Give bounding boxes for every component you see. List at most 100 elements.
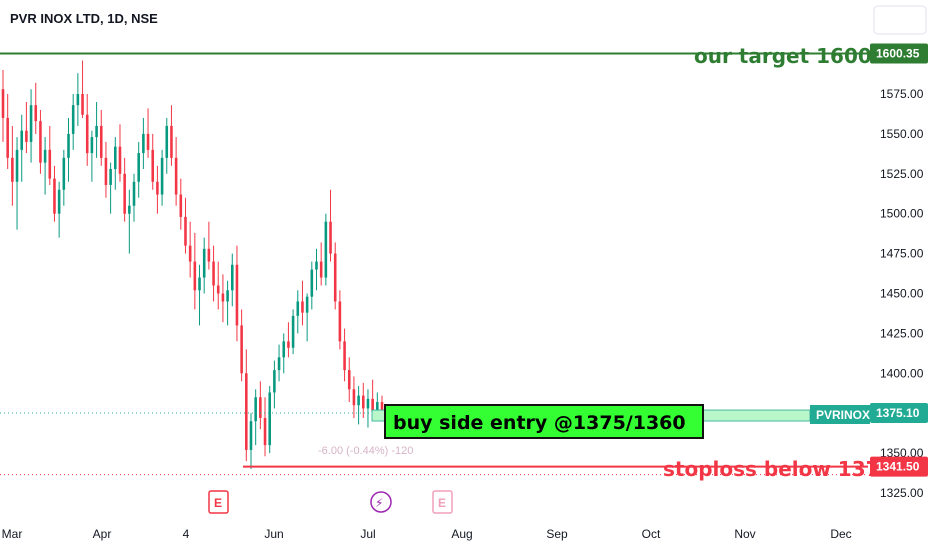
candle-body — [296, 301, 300, 316]
event-marker-dividend[interactable]: ⚡ — [370, 491, 392, 513]
candle-body — [338, 301, 342, 342]
candle-body — [216, 285, 220, 294]
candle-body — [142, 133, 145, 154]
price-tick-label: 1525.00 — [880, 167, 924, 181]
event-marker-earnings-2[interactable]: E — [432, 490, 453, 514]
candle-body — [146, 133, 150, 150]
price-axis: 1575.00 1550.00 1525.00 1500.00 1475.00 1450.… — [880, 87, 924, 500]
candle-body — [291, 315, 295, 348]
candle-body — [324, 221, 328, 278]
candle-body — [156, 181, 159, 195]
candle-body — [287, 341, 290, 348]
candle-body — [273, 370, 276, 393]
candle-body — [170, 125, 173, 158]
price-tick-label: 1425.00 — [880, 326, 924, 340]
candle-body — [160, 157, 164, 195]
candle-body — [151, 149, 155, 182]
candlestick-series — [1, 60, 384, 470]
candle-body — [29, 105, 33, 142]
candle-body — [347, 370, 351, 390]
candle-body — [15, 149, 19, 182]
time-tick-label: Aug — [451, 527, 472, 541]
top-right-control[interactable] — [873, 5, 927, 35]
time-axis: Mar Apr 4 Jun Jul Aug Sep Oct Nov Dec — [2, 527, 852, 541]
candle-body — [202, 248, 206, 278]
candle-body — [99, 125, 103, 158]
price-badge — [870, 456, 928, 477]
candle-body — [104, 157, 108, 185]
entry-box[interactable] — [384, 404, 704, 439]
earnings-icon: E — [438, 496, 446, 510]
candle-body — [132, 181, 136, 206]
candle-body — [179, 194, 183, 217]
stoploss-annotation: stoploss below 1375 — [663, 457, 893, 481]
candle-body — [268, 392, 271, 446]
candle-body — [53, 178, 56, 214]
candle-body — [333, 253, 337, 302]
time-tick-label: Jun — [264, 527, 283, 541]
candle-body — [207, 248, 211, 262]
price-tick-label: 1575.00 — [880, 87, 924, 101]
candle-body — [90, 137, 94, 154]
price-tick-label: 1450.00 — [880, 287, 924, 301]
candle-body — [11, 157, 14, 182]
lightning-icon: ⚡ — [375, 496, 383, 510]
chart-title: PVR INOX LTD, 1D, NSE — [10, 11, 158, 26]
price-badge-label: 1375.10 — [876, 406, 920, 420]
candle-body — [249, 421, 253, 450]
price-badge-label: 1600.35 — [876, 47, 920, 61]
price-tick-label: 1500.00 — [880, 207, 924, 221]
candle-body — [226, 290, 229, 302]
candle-body — [301, 301, 304, 313]
candle-body — [315, 261, 318, 270]
candle-body — [259, 397, 262, 418]
time-tick-label: Dec — [830, 527, 851, 541]
candle-body — [319, 261, 323, 278]
candle-body — [235, 264, 239, 326]
candle-body — [184, 216, 187, 246]
earnings-icon: E — [214, 496, 222, 510]
time-tick-label: Mar — [2, 527, 23, 541]
candle-body — [254, 397, 257, 422]
symbol-badge-label: PVRINOX — [816, 408, 870, 422]
time-tick-label: Apr — [93, 527, 112, 541]
entry-box-label: buy side entry @1375/1360 — [393, 412, 686, 434]
event-marker-earnings-1[interactable]: E — [208, 490, 229, 514]
candle-body — [1, 89, 5, 118]
candle-body — [71, 105, 75, 134]
candle-body — [76, 94, 80, 106]
candle-body — [376, 402, 379, 412]
candle-body — [240, 325, 243, 374]
candle-body — [305, 296, 309, 313]
price-tick-label: 1400.00 — [880, 366, 924, 380]
candle-body — [128, 205, 131, 214]
candle-body — [20, 130, 24, 150]
candle-body — [230, 264, 234, 291]
candle-body — [193, 261, 197, 291]
time-tick-label: Sep — [546, 527, 568, 541]
candle-body — [277, 357, 281, 371]
price-tick-label: 1550.00 — [880, 127, 924, 141]
time-tick-label: Oct — [642, 527, 661, 541]
time-tick-label: Nov — [734, 527, 755, 541]
candle-body — [221, 293, 225, 302]
price-tick-label: 1350.00 — [880, 446, 924, 460]
candle-body — [123, 173, 126, 214]
candle-body — [371, 398, 374, 412]
candle-body — [62, 157, 66, 190]
candle-body — [343, 341, 346, 371]
candle-body — [81, 94, 84, 115]
price-tick-label: 1325.00 — [880, 486, 924, 500]
symbol-badge — [810, 405, 870, 424]
time-tick-label: 4 — [183, 527, 190, 541]
price-badge-label: 1341.50 — [876, 460, 920, 474]
candle-body — [188, 245, 192, 262]
candle-body — [212, 261, 215, 286]
candle-body — [282, 341, 286, 358]
candle-body — [137, 153, 140, 182]
price-badge — [870, 43, 928, 64]
candle-body — [118, 146, 122, 174]
candle-body — [165, 125, 169, 158]
candle-body — [67, 133, 70, 158]
candle-body — [114, 146, 117, 170]
